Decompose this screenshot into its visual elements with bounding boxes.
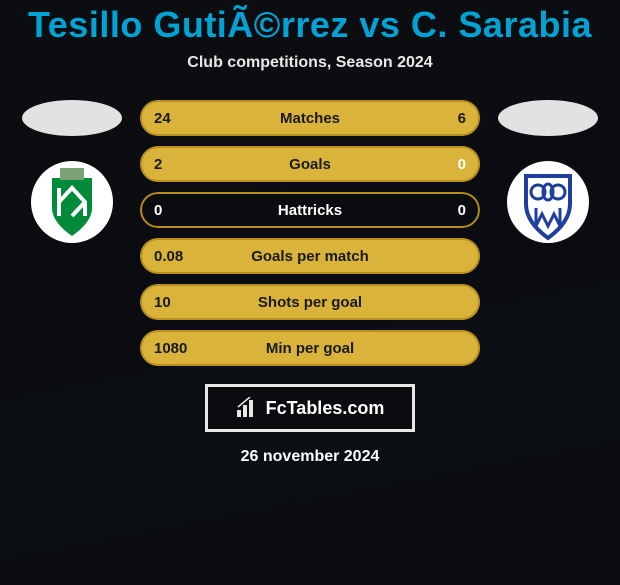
stat-label: Shots per goal (258, 294, 362, 311)
right-team-badge (506, 160, 590, 244)
right-player-ellipse (498, 100, 598, 136)
stat-value-right: 0 (458, 202, 466, 219)
bars-icon (236, 397, 258, 419)
stat-row: 0 Hattricks 0 (140, 192, 480, 228)
stat-label: Matches (280, 110, 340, 127)
stat-row: 1080 Min per goal (140, 330, 480, 366)
comparison-row: 24 Matches 6 2 Goals 0 0 Hattricks 0 0.08 Goals pe… (0, 100, 620, 366)
page-subtitle: Club competitions, Season 2024 (187, 54, 432, 72)
stat-fill-right (412, 100, 480, 136)
right-team-col (498, 100, 598, 244)
stat-value-right: 0 (458, 156, 466, 173)
brand-box[interactable]: FcTables.com (205, 384, 416, 432)
stat-value-left: 0 (154, 202, 162, 219)
left-team-badge (30, 160, 114, 244)
stat-value-left: 24 (154, 110, 171, 127)
stat-value-left: 2 (154, 156, 162, 173)
stat-value-left: 10 (154, 294, 171, 311)
stats-column: 24 Matches 6 2 Goals 0 0 Hattricks 0 0.08 Goals pe… (140, 100, 480, 366)
stat-value-left: 0.08 (154, 248, 183, 265)
stat-value-left: 1080 (154, 340, 187, 357)
stat-fill-left (140, 100, 412, 136)
stat-label: Hattricks (278, 202, 342, 219)
brand-text: FcTables.com (266, 398, 385, 419)
stat-row: 10 Shots per goal (140, 284, 480, 320)
stat-row: 0.08 Goals per match (140, 238, 480, 274)
stat-label: Min per goal (266, 340, 354, 357)
left-team-col (22, 100, 122, 244)
stat-label: Goals (289, 156, 331, 173)
stat-label: Goals per match (251, 248, 369, 265)
footer-date: 26 november 2024 (241, 448, 380, 466)
stat-value-right: 6 (458, 110, 466, 127)
shield-icon (506, 160, 590, 244)
shield-icon (30, 160, 114, 244)
stat-row: 24 Matches 6 (140, 100, 480, 136)
left-player-ellipse (22, 100, 122, 136)
page-title: Tesillo GutiÃ©rrez vs C. Sarabia (28, 4, 592, 46)
stat-row: 2 Goals 0 (140, 146, 480, 182)
